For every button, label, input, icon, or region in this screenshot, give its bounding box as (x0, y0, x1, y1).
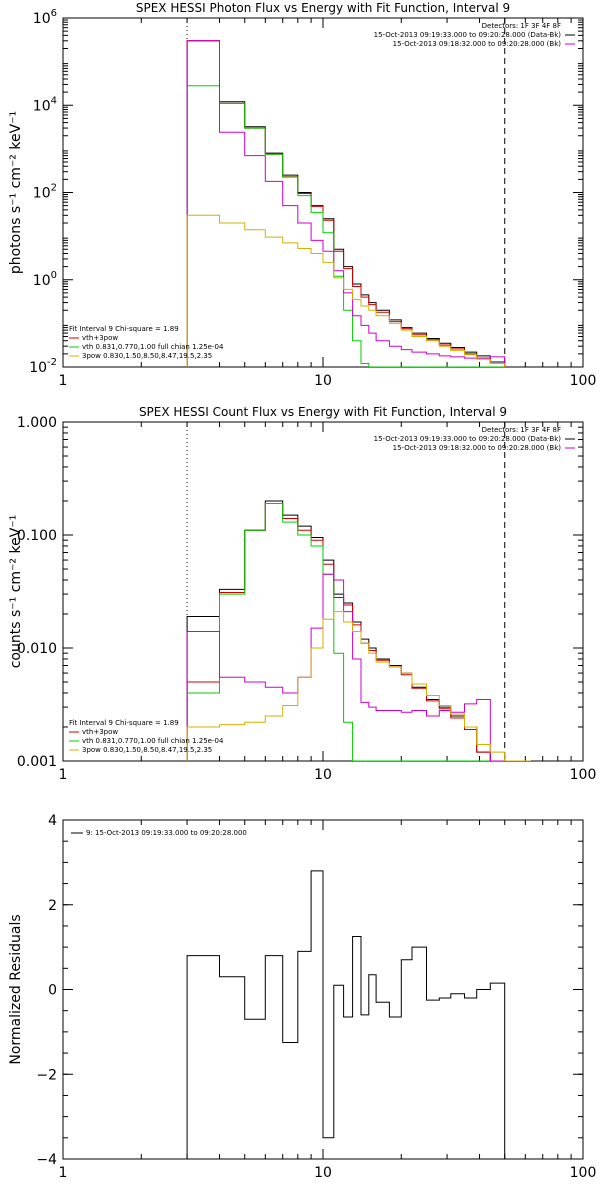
chart-3: 1 10 100 −4 −2 0 2 4 Normalized Residuals 9: 15-O… (8, 813, 596, 1181)
series-line-3 (186, 85, 505, 367)
chart-title: SPEX HESSI Photon Flux vs Energy with Fi… (136, 1, 510, 15)
series-line-2 (186, 40, 506, 367)
series-line-1 (186, 40, 506, 367)
legend-top-entry: 15-Oct-2013 09:18:32.000 to 09:20:28.000… (393, 40, 562, 48)
series-group (186, 500, 531, 761)
y-tick-label: 0.001 (17, 754, 57, 770)
y-tick-exponent: 6 (51, 8, 57, 19)
y-tick-label: 104 (33, 95, 57, 114)
x-tick-label: 100 (570, 767, 597, 783)
legend-bottom-entry: Fit Interval 9 Chi-square = 1.89 (69, 719, 179, 727)
legend-bottom-entry: Fit Interval 9 Chi-square = 1.89 (69, 325, 179, 333)
y-axis-label: counts s⁻¹ cm⁻² keV⁻¹ (8, 515, 24, 669)
series-group (186, 870, 506, 1159)
x-tick-label: 10 (314, 373, 332, 389)
y-tick-exponent: 4 (51, 95, 57, 106)
y-tick-base: 10 (33, 98, 51, 114)
y-tick-label: 0.010 (17, 641, 57, 657)
chart-1: SPEX HESSI Photon Flux vs Energy with Fi… (8, 1, 596, 389)
y-tick-label: 1.000 (17, 415, 57, 431)
y-tick-base: 10 (33, 11, 51, 27)
y-axis-label: photons s⁻¹ cm⁻² keV⁻¹ (8, 111, 24, 274)
series-line-2 (186, 503, 531, 761)
y-tick-base: 10 (33, 186, 51, 202)
y-tick-exponent: -2 (47, 357, 57, 368)
chart-2: SPEX HESSI Count Flux vs Energy with Fit… (8, 405, 596, 783)
x-tick-label: 100 (570, 1165, 597, 1181)
x-tick-label: 10 (314, 1165, 332, 1181)
y-tick-label: 106 (33, 8, 57, 27)
series-line-1 (186, 870, 506, 1159)
y-tick-label: 0.100 (17, 528, 57, 544)
y-tick-label: 4 (48, 813, 57, 829)
legend-bottom-entry: vth+3pow (82, 728, 118, 736)
x-tick-label: 10 (314, 767, 332, 783)
legend-top-entry: Detectors: 1F 3F 4F 8F (482, 22, 561, 30)
series-line-5 (186, 214, 506, 367)
y-axis-label: Normalized Residuals (8, 914, 24, 1064)
y-tick-label: 2 (48, 898, 57, 914)
y-tick-exponent: 2 (51, 183, 57, 194)
series-line-4 (186, 573, 531, 761)
series-line-5 (186, 611, 531, 761)
legend-top-entry: 15-Oct-2013 09:19:33.000 to 09:20:28.000… (374, 435, 562, 443)
y-tick-base: 10 (33, 273, 51, 289)
legend-bottom-entry: 3pow 0.830,1.50,8.50,8.47,19.5,2.35 (82, 352, 212, 360)
legend-top-entry: Detectors: 1F 3F 4F 8F (482, 426, 561, 434)
y-tick-label: −4 (36, 1152, 57, 1168)
legend-top-entry: 15-Oct-2013 09:18:32.000 to 09:20:28.000… (393, 444, 562, 452)
y-tick-label: −2 (36, 1067, 57, 1083)
residual-legend: 9: 15-Oct-2013 09:19:33.000 to 09:20:28.… (86, 829, 247, 837)
legend-top-entry: 15-Oct-2013 09:19:33.000 to 09:20:28.000… (374, 31, 562, 39)
x-tick-label: 100 (570, 373, 597, 389)
legend-bottom-entry: vth+3pow (82, 334, 118, 342)
y-tick-label: 102 (33, 183, 57, 202)
y-tick-label: 10-2 (29, 357, 57, 376)
series-line-3 (186, 503, 531, 761)
x-tick-label: 1 (59, 373, 68, 389)
y-tick-exponent: 0 (51, 270, 57, 281)
y-tick-base: 10 (29, 360, 47, 376)
y-tick-label: 100 (33, 270, 57, 289)
x-tick-label: 1 (59, 1165, 68, 1181)
series-line-4 (186, 40, 506, 367)
legend-bottom-entry: vth 0.831,0.770,1.00 full chian 1.25e-04 (82, 737, 224, 745)
legend-bottom-entry: 3pow 0.830,1.50,8.50,8.47,19.5,2.35 (82, 746, 212, 754)
x-tick-label: 1 (59, 767, 68, 783)
chart-title: SPEX HESSI Count Flux vs Energy with Fit… (139, 405, 507, 419)
series-group (186, 40, 506, 367)
y-tick-label: 0 (48, 983, 57, 999)
legend-bottom-entry: vth 0.831,0.770,1.00 full chian 1.25e-04 (82, 343, 224, 351)
